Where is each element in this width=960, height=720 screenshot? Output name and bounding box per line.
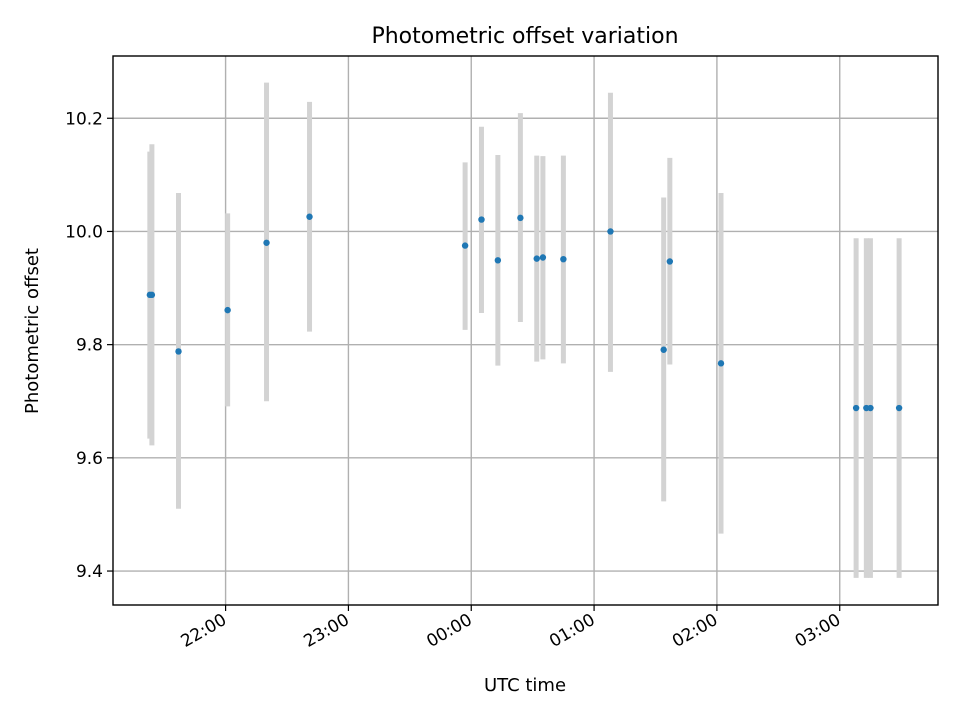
y-tick-label: 9.8: [76, 336, 103, 356]
x-tick-label: 01:00: [546, 610, 598, 652]
y-tick-label: 9.6: [76, 449, 103, 469]
data-point: [224, 306, 231, 314]
y-tick-label: 10.0: [65, 222, 103, 242]
data-point: [560, 255, 567, 263]
grid-lines: [113, 56, 938, 605]
x-axis-ticks: 22:00 23:00 00:00 01:00 02:00 03:00: [178, 605, 844, 652]
data-point: [660, 346, 667, 353]
x-tick-label: 23:00: [300, 610, 352, 652]
y-axis-ticks: 9.4 9.6 9.8 10.0 10.2: [65, 109, 113, 582]
data-points: [146, 213, 903, 412]
data-point: [494, 257, 502, 264]
y-axis-label: Photometric offset: [22, 248, 43, 414]
y-tick-label: 10.2: [65, 109, 103, 129]
y-tick-label: 9.4: [76, 562, 103, 582]
x-tick-label: 03:00: [792, 610, 844, 652]
x-axis-label: UTC time: [484, 675, 566, 696]
data-point: [461, 242, 469, 249]
data-point: [533, 255, 540, 262]
data-point: [666, 258, 674, 265]
chart-title: Photometric offset variation: [371, 24, 678, 49]
x-tick-label: 00:00: [423, 610, 475, 652]
data-point: [895, 404, 903, 412]
data-point: [852, 404, 860, 412]
error-bars: [147, 82, 902, 578]
data-point: [175, 348, 182, 355]
data-point: [539, 254, 547, 261]
data-point: [607, 228, 614, 235]
data-point: [517, 214, 524, 222]
data-point: [306, 213, 313, 220]
plot-frame: [112, 55, 939, 606]
data-point: [148, 291, 156, 299]
data-point: [867, 404, 874, 412]
data-point: [717, 360, 725, 367]
x-tick-label: 02:00: [669, 610, 721, 652]
data-point: [478, 216, 485, 223]
x-tick-label: 22:00: [178, 610, 230, 652]
data-point: [263, 239, 270, 246]
